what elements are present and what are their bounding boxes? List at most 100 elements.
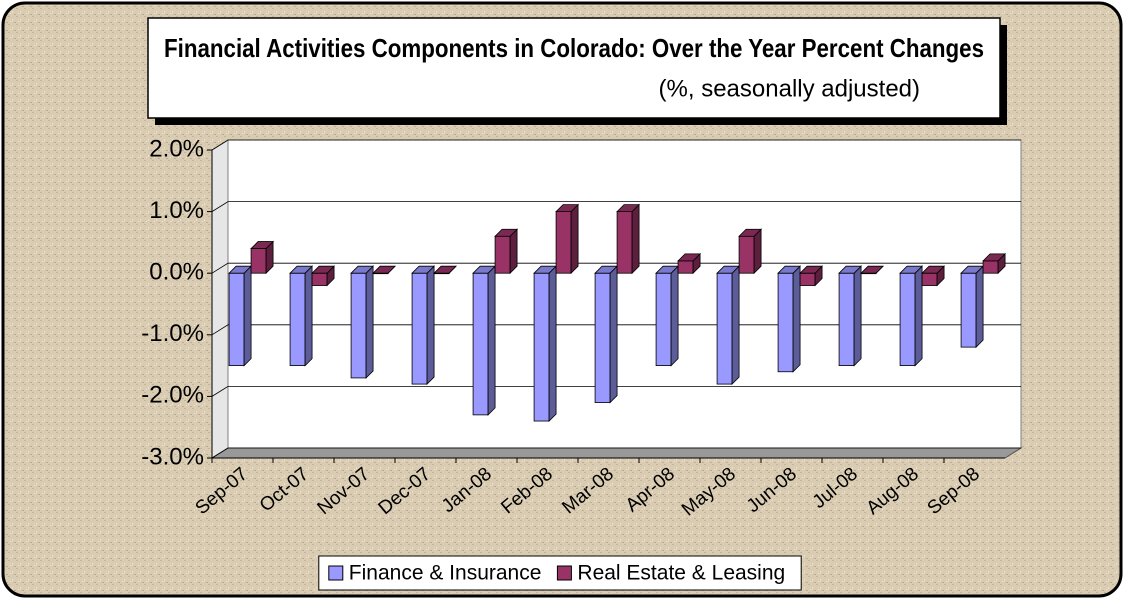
bar-side xyxy=(975,265,984,349)
bar-side xyxy=(243,265,252,367)
bar-front xyxy=(228,272,245,367)
bar-top xyxy=(289,265,314,274)
bar-top xyxy=(860,265,885,274)
bar-front xyxy=(982,260,999,274)
bar-front xyxy=(960,272,977,348)
bar-top xyxy=(838,265,863,274)
bar xyxy=(655,265,680,367)
bar-side xyxy=(509,228,518,275)
bar-front xyxy=(677,260,694,274)
bar xyxy=(921,265,946,287)
bar-top xyxy=(982,253,1007,262)
bar-side xyxy=(570,203,579,275)
bar-top xyxy=(799,265,824,274)
title-box xyxy=(147,17,1001,119)
bar xyxy=(960,265,985,349)
bar-front xyxy=(799,272,816,286)
bar-side xyxy=(609,265,618,404)
grid-line xyxy=(211,447,1021,459)
bar xyxy=(494,228,519,275)
side-wall xyxy=(211,139,229,459)
bar xyxy=(982,252,1007,275)
floor xyxy=(210,447,1023,459)
bar-front xyxy=(311,272,328,286)
y-tick-label: 0.0% xyxy=(149,259,204,286)
grid-line xyxy=(211,324,1021,336)
bar-front xyxy=(716,272,733,385)
bar-top xyxy=(555,204,580,213)
bar-side xyxy=(792,265,801,373)
bar-top xyxy=(677,253,702,262)
bar xyxy=(311,265,336,287)
bar xyxy=(860,265,885,275)
bar-side xyxy=(853,265,862,367)
bar xyxy=(250,240,275,275)
bar xyxy=(411,265,436,386)
bar-side xyxy=(426,265,435,386)
bar xyxy=(289,265,314,367)
bar-front xyxy=(616,211,633,274)
bar-side xyxy=(304,265,313,367)
y-tick-label: -2.0% xyxy=(141,382,204,409)
bar xyxy=(677,252,702,275)
chart-title: Financial Activities Components in Color… xyxy=(164,33,984,63)
bar-top xyxy=(899,265,924,274)
bar-front xyxy=(555,211,572,274)
legend-swatch xyxy=(556,565,572,581)
legend-label: Real Estate & Leasing xyxy=(577,562,785,585)
bar-front xyxy=(533,272,550,422)
grid-line xyxy=(211,385,1021,397)
bar-side xyxy=(548,265,557,423)
bar-top xyxy=(738,228,763,237)
bar-top xyxy=(433,265,458,274)
bar xyxy=(350,265,375,379)
y-tick-label: 2.0% xyxy=(149,135,204,162)
bar-front xyxy=(655,272,672,367)
bar-top xyxy=(372,265,397,274)
bar-top xyxy=(350,265,375,274)
bar-top xyxy=(921,265,946,274)
bar-front xyxy=(899,272,916,367)
y-tick-label: -3.0% xyxy=(141,443,204,470)
grid-line xyxy=(211,201,1021,212)
legend-label: Finance & Insurance xyxy=(349,562,542,585)
grid-line xyxy=(211,139,1021,151)
bar-side xyxy=(753,228,762,275)
bar-front xyxy=(838,272,855,367)
bar-side xyxy=(365,265,374,379)
bar-side xyxy=(631,203,640,275)
bar xyxy=(616,203,641,275)
chart-subtitle: (%, seasonally adjusted) xyxy=(659,75,920,102)
bar xyxy=(899,265,924,367)
bar-side xyxy=(731,265,740,386)
bar xyxy=(228,265,253,367)
bar-side xyxy=(487,265,496,416)
bar xyxy=(777,265,802,373)
bar xyxy=(472,265,497,416)
bar-front xyxy=(289,272,306,367)
bar-front xyxy=(411,272,428,385)
bar-front xyxy=(921,272,938,286)
bar-top xyxy=(777,265,802,274)
bar xyxy=(716,265,741,386)
bar-side xyxy=(914,265,923,367)
bar-front xyxy=(594,272,611,403)
bar-front xyxy=(494,235,511,274)
y-tick-label: -1.0% xyxy=(141,320,204,347)
bar-front xyxy=(350,272,367,379)
y-tick-label: 1.0% xyxy=(149,197,204,224)
bar-top xyxy=(616,204,641,213)
bar-top xyxy=(250,241,275,249)
bar xyxy=(372,265,397,275)
bar xyxy=(533,265,558,423)
bar-front xyxy=(472,272,489,416)
bar-side xyxy=(670,265,679,367)
bar-front xyxy=(250,248,267,274)
bar-front xyxy=(777,272,794,373)
bar xyxy=(433,265,458,275)
bar xyxy=(838,265,863,367)
bar xyxy=(738,228,763,275)
bar xyxy=(799,265,824,287)
bar xyxy=(555,203,580,275)
